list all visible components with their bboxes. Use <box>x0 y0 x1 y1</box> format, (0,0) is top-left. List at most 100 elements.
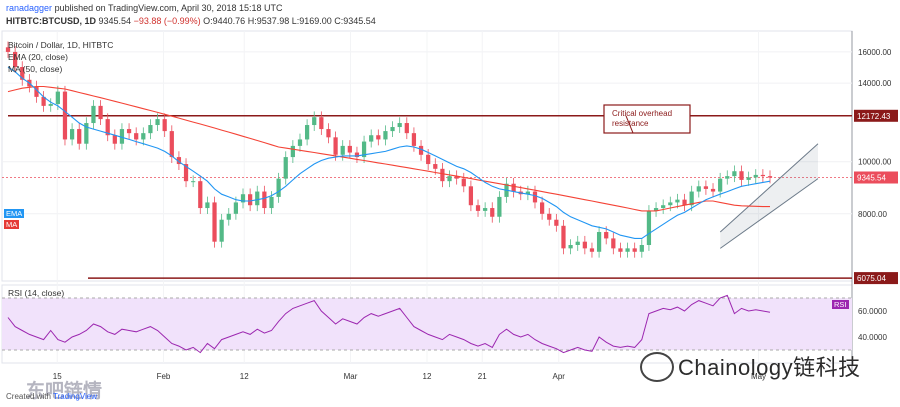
candle-down <box>411 133 417 146</box>
candle-up <box>483 208 488 211</box>
support-tag: 6075.04 <box>857 274 886 283</box>
candle-up <box>696 186 701 192</box>
annotation-text: Critical overhead <box>612 109 672 118</box>
last-price-tag-bg <box>854 171 898 184</box>
candle-up <box>219 219 224 242</box>
candle-up <box>390 127 395 132</box>
candle-down <box>248 194 253 206</box>
ohlc: O:9440.76 H:9537.98 L:9169.00 C:9345.54 <box>203 16 376 26</box>
rsi-tick-label: 60.0000 <box>858 307 887 316</box>
candle-up <box>297 139 303 146</box>
candle-down <box>554 219 559 226</box>
support-tag-bg <box>854 272 898 285</box>
candle-down <box>767 176 773 178</box>
candle-up <box>525 191 530 195</box>
ma-legend: MA (50, close) <box>8 64 63 74</box>
rsi-tag: RSI <box>832 300 849 309</box>
candle-down <box>347 145 352 153</box>
rsi-legend: RSI (14, close) <box>8 288 65 298</box>
candle-down <box>433 164 438 169</box>
candle-up <box>646 210 652 245</box>
candle-down <box>20 67 25 80</box>
candle-down <box>333 137 338 155</box>
candle-up <box>312 117 317 126</box>
candle-up <box>255 191 260 206</box>
candle-up <box>233 202 239 214</box>
rsi-tick-label: 40.0000 <box>858 333 887 342</box>
candle-down <box>539 202 545 214</box>
chart-svg[interactable]: 16000.00 14000.00 10000.00 8000.00 15 Feb 12 Ma… <box>0 29 900 393</box>
candle-up <box>689 191 694 206</box>
annotation-box <box>603 104 691 134</box>
ema-tag: EMA <box>4 209 25 218</box>
candle-down <box>34 86 39 97</box>
y-tick-label: 14000.00 <box>858 79 892 88</box>
candle-up <box>290 145 295 158</box>
candle-down <box>703 186 709 189</box>
credit-line: Created with TradingView <box>6 392 97 401</box>
candle-down <box>326 129 331 138</box>
candle-down <box>511 183 516 192</box>
candle-up <box>596 232 602 252</box>
candle-up <box>718 178 723 192</box>
candle-down <box>134 133 139 140</box>
change: −93.88 (−0.99%) <box>133 16 201 26</box>
candle-down <box>169 131 174 158</box>
annotation-pointer <box>625 115 634 134</box>
candle-up <box>205 202 210 209</box>
candle-up <box>283 157 288 179</box>
candle-up <box>497 196 502 217</box>
candle-down <box>532 191 538 203</box>
candle-up <box>397 123 402 128</box>
candle-down <box>112 135 117 144</box>
candle-up <box>675 199 680 203</box>
candle-up <box>447 176 452 182</box>
channel-fill <box>720 143 818 249</box>
candle-down <box>354 152 360 158</box>
candle-down <box>105 119 110 136</box>
candle-down <box>561 225 566 249</box>
y-tick-label: 10000.00 <box>858 158 892 167</box>
symbol: HITBTC:BTCUSD, 1D <box>6 16 96 26</box>
candle-down <box>604 232 609 239</box>
candle-up <box>746 177 751 180</box>
candle-up <box>653 208 659 211</box>
chart-area[interactable]: 16000.00 14000.00 10000.00 8000.00 15 Feb 12 Ma… <box>0 29 900 393</box>
candle-down <box>77 129 82 144</box>
candle-down <box>760 174 765 177</box>
ema20-line <box>7 66 771 239</box>
channel-upper <box>719 143 819 233</box>
candle-up <box>276 178 281 197</box>
candle-up <box>340 145 345 155</box>
candle-down <box>618 248 623 252</box>
candle-down <box>611 238 616 249</box>
last-price-tag: 9345.54 <box>857 174 886 183</box>
candle-up <box>575 241 580 245</box>
candle-down <box>632 248 637 252</box>
candle-up <box>155 119 160 126</box>
candle-down <box>739 171 744 180</box>
candle-down <box>319 117 324 130</box>
publish-info: published on TradingView.com, April 30, … <box>54 3 283 13</box>
tradingview-link[interactable]: TradingView <box>53 392 98 401</box>
candle-down <box>582 241 587 249</box>
chart-title: Bitcoin / Dollar, 1D, HITBTC <box>8 40 114 50</box>
candle-up <box>119 129 125 144</box>
candle-up <box>304 125 310 140</box>
candle-down <box>176 157 182 165</box>
candle-up <box>141 133 146 140</box>
candle-up <box>668 202 673 206</box>
candle-down <box>418 145 424 155</box>
resistance-tag-bg <box>854 109 898 122</box>
price: 9345.54 <box>98 16 132 26</box>
credit-text: Created with <box>6 392 51 401</box>
candle-up <box>48 104 53 106</box>
author-link[interactable]: ranadagger <box>6 3 53 13</box>
candle-down <box>682 199 687 206</box>
ma-tag: MA <box>4 220 20 229</box>
ema-legend: EMA (20, close) <box>8 52 68 62</box>
candle-down <box>490 208 495 217</box>
candle-up <box>625 248 630 252</box>
candle-down <box>98 105 103 120</box>
candle-down <box>475 205 481 211</box>
